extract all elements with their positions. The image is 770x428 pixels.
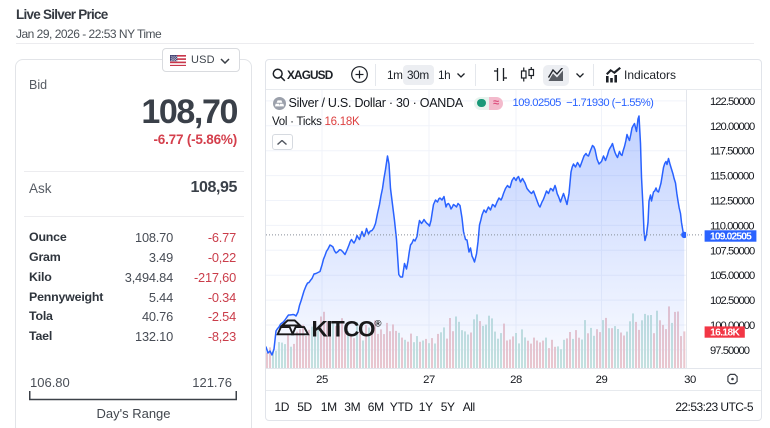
svg-text:102.50000: 102.50000 bbox=[710, 295, 755, 307]
svg-text:28: 28 bbox=[510, 374, 522, 386]
svg-text:110.00000: 110.00000 bbox=[710, 220, 754, 232]
svg-text:107.50000: 107.50000 bbox=[710, 245, 755, 257]
svg-text:115.00000: 115.00000 bbox=[710, 171, 754, 183]
svg-text:109.02505: 109.02505 bbox=[710, 231, 752, 242]
svg-text:120.00000: 120.00000 bbox=[710, 121, 755, 133]
svg-text:16.18K: 16.18K bbox=[710, 327, 740, 338]
svg-text:27: 27 bbox=[423, 374, 435, 386]
svg-text:97.50000: 97.50000 bbox=[710, 345, 750, 357]
svg-text:25: 25 bbox=[316, 374, 328, 386]
svg-text:122.50000: 122.50000 bbox=[710, 96, 755, 108]
svg-text:29: 29 bbox=[596, 374, 608, 386]
svg-text:117.50000: 117.50000 bbox=[710, 146, 754, 158]
svg-text:105.00000: 105.00000 bbox=[710, 270, 755, 282]
svg-text:KITCO®: KITCO® bbox=[312, 317, 382, 342]
svg-text:30: 30 bbox=[684, 374, 696, 386]
svg-text:112.50000: 112.50000 bbox=[710, 196, 754, 208]
